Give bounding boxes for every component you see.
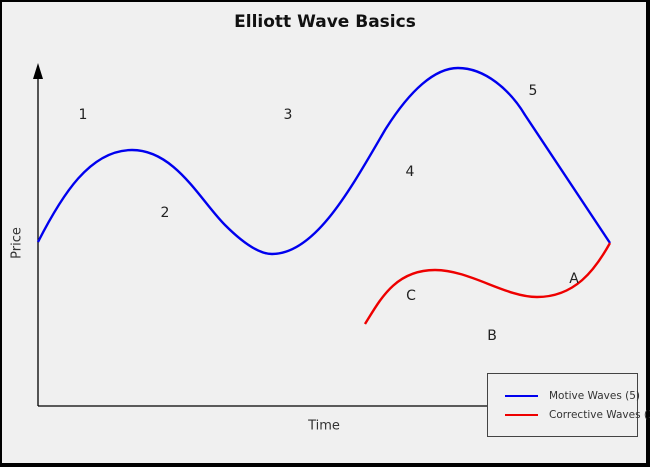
wave-label-B: B (487, 328, 497, 344)
wave-label-3: 3 (283, 107, 293, 123)
legend-item-motive: Motive Waves (5) (488, 388, 640, 404)
legend-item-corrective: Corrective Waves (3) (488, 407, 650, 423)
x-axis-label: Time (308, 418, 340, 434)
wave-label-5: 5 (528, 83, 538, 99)
wave-label-C: C (406, 288, 416, 304)
y-axis-arrow-icon (33, 63, 43, 79)
wave-label-2: 2 (160, 205, 170, 221)
corrective-wave-line (363, 242, 612, 325)
wave-label-1: 1 (78, 107, 88, 123)
wave-label-A: A (569, 271, 579, 287)
wave-label-4: 4 (405, 164, 415, 180)
legend: Motive Waves (5) Corrective Waves (3) (487, 373, 650, 437)
legend-label: Motive Waves (5) (549, 390, 641, 402)
y-axis-label: Price (9, 227, 25, 259)
chart-title: Elliott Wave Basics (234, 12, 416, 32)
legend-swatch-red-line-icon (505, 414, 538, 416)
legend-label: Corrective Waves (3) (549, 409, 650, 421)
legend-swatch-blue-line-icon (505, 395, 538, 397)
motive-wave-line (36, 66, 612, 256)
